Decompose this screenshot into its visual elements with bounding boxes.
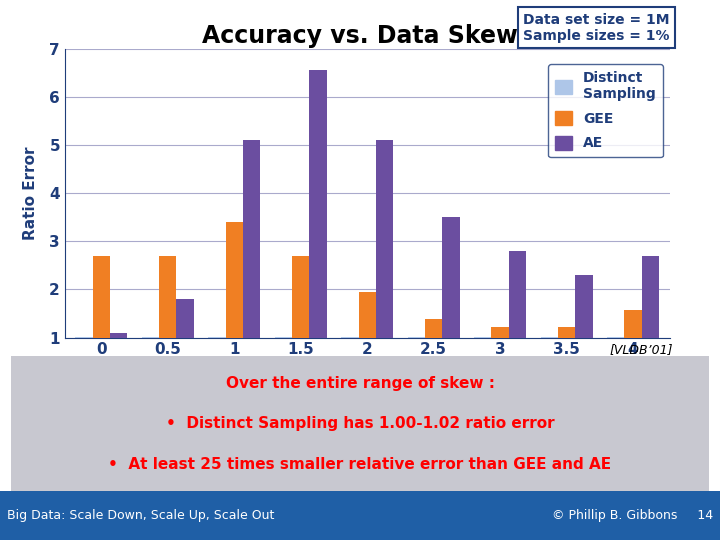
X-axis label: Zipf Parameter: Zipf Parameter — [291, 366, 444, 384]
Bar — [442, 217, 459, 386]
Bar — [310, 70, 327, 386]
Text: Over the entire range of skew :: Over the entire range of skew : — [225, 376, 495, 391]
Bar — [408, 336, 425, 386]
Text: © Phillip B. Gibbons     14: © Phillip B. Gibbons 14 — [552, 509, 713, 522]
Bar — [558, 327, 575, 386]
Bar — [159, 255, 176, 386]
Text: Big Data: Scale Down, Scale Up, Scale Out: Big Data: Scale Down, Scale Up, Scale Ou… — [7, 509, 274, 522]
Bar — [425, 319, 442, 386]
Legend: Distinct
Sampling, GEE, AE: Distinct Sampling, GEE, AE — [548, 64, 662, 157]
Bar — [292, 255, 310, 386]
Bar — [359, 292, 376, 386]
Bar — [509, 251, 526, 386]
Bar — [492, 327, 509, 386]
Bar — [208, 336, 225, 386]
Bar — [93, 255, 110, 386]
Text: [VLDB’01]: [VLDB’01] — [610, 343, 673, 356]
Bar — [176, 299, 194, 386]
Bar — [474, 336, 492, 386]
Bar — [110, 333, 127, 386]
Bar — [142, 336, 159, 386]
Bar — [624, 309, 642, 386]
Y-axis label: Ratio Error: Ratio Error — [23, 146, 38, 240]
Bar — [607, 336, 624, 386]
Bar — [243, 140, 260, 386]
Bar — [275, 336, 292, 386]
Bar — [642, 255, 659, 386]
Text: •  Distinct Sampling has 1.00-1.02 ratio error: • Distinct Sampling has 1.00-1.02 ratio … — [166, 416, 554, 431]
Bar — [341, 336, 359, 386]
Bar — [76, 336, 93, 386]
Bar — [575, 275, 593, 386]
Text: •  At least 25 times smaller relative error than GEE and AE: • At least 25 times smaller relative err… — [109, 457, 611, 472]
Text: Accuracy vs. Data Skew: Accuracy vs. Data Skew — [202, 24, 518, 48]
Bar — [225, 222, 243, 386]
Bar — [541, 336, 558, 386]
Bar — [376, 140, 393, 386]
Text: Data set size = 1M
Sample sizes = 1%: Data set size = 1M Sample sizes = 1% — [523, 12, 670, 43]
